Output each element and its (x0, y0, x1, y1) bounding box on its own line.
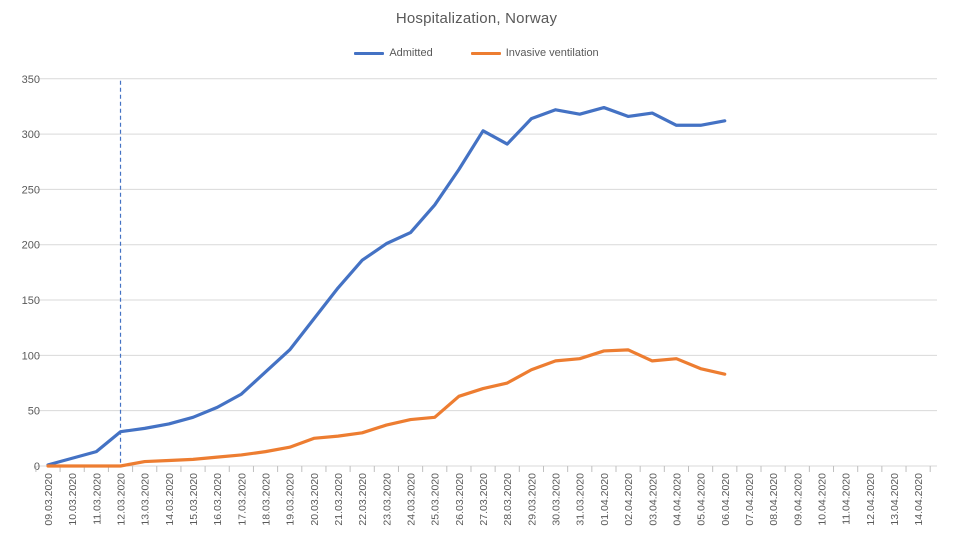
x-axis-label-02.04.2020: 02.04.2020 (623, 473, 635, 526)
x-axis-label-10.04.2020: 10.04.2020 (816, 473, 828, 526)
x-axis-label-19.03.2020: 19.03.2020 (285, 473, 297, 526)
x-axis-label-14.03.2020: 14.03.2020 (164, 473, 176, 526)
series-line-admitted (46, 105, 727, 467)
x-axis-label-30.03.2020: 30.03.2020 (551, 473, 563, 526)
legend-line-swatch-admitted (354, 51, 385, 55)
x-axis-label-18.03.2020: 18.03.2020 (261, 473, 273, 526)
x-axis-label-04.04.2020: 04.04.2020 (671, 473, 683, 526)
x-axis-label-07.04.2020: 07.04.2020 (744, 473, 756, 526)
legend-label-admitted: Admitted (389, 47, 433, 59)
x-axis-label-13.04.2020: 13.04.2020 (889, 473, 901, 526)
y-axis-label-300: 300 (22, 129, 40, 141)
x-axis-label-11.03.2020: 11.03.2020 (91, 473, 103, 525)
x-axis-label-28.03.2020: 28.03.2020 (502, 473, 514, 526)
x-axis-label-25.03.2020: 25.03.2020 (430, 473, 442, 526)
y-axis-label-0: 0 (34, 461, 40, 473)
x-axis-label-08.04.2020: 08.04.2020 (768, 473, 780, 526)
legend-item-admitted: Admitted (354, 47, 433, 59)
x-axis-label-24.03.2020: 24.03.2020 (406, 473, 418, 526)
x-axis-label-31.03.2020: 31.03.2020 (575, 473, 587, 526)
x-axis-label-26.03.2020: 26.03.2020 (454, 473, 466, 526)
x-axis-label-20.03.2020: 20.03.2020 (309, 473, 321, 526)
legend: Admitted Invasive ventilation (0, 45, 953, 61)
y-axis-label-350: 350 (22, 74, 40, 86)
x-axis-label-23.03.2020: 23.03.2020 (381, 473, 393, 526)
chart-title: Hospitalization, Norway (395, 10, 558, 27)
x-axis-label-06.04.2020: 06.04.2020 (720, 473, 732, 526)
y-axis-label-250: 250 (22, 184, 40, 196)
y-axis-label-100: 100 (22, 350, 40, 362)
x-axis-label-09.03.2020: 09.03.2020 (43, 473, 55, 526)
x-axis-label-09.04.2020: 09.04.2020 (792, 473, 804, 526)
x-axis-label-17.03.2020: 17.03.2020 (236, 473, 248, 526)
x-axis-label-11.04.2020: 11.04.2020 (841, 473, 853, 525)
series-line-invasive-ventilation (46, 348, 727, 468)
x-axis-label-10.03.2020: 10.03.2020 (67, 473, 79, 526)
x-axis-label-13.03.2020: 13.03.2020 (140, 473, 152, 526)
x-axis-label-14.04.2020: 14.04.2020 (913, 473, 925, 526)
y-axis-label-50: 50 (28, 406, 40, 418)
x-axis-label-22.03.2020: 22.03.2020 (357, 473, 369, 526)
x-axis-label-05.04.2020: 05.04.2020 (696, 473, 708, 526)
x-axis-label-12.03.2020: 12.03.2020 (116, 473, 128, 526)
x-axis-label-16.03.2020: 16.03.2020 (212, 473, 224, 526)
x-axis-label-12.04.2020: 12.04.2020 (865, 473, 877, 526)
x-axis-label-27.03.2020: 27.03.2020 (478, 473, 490, 526)
x-axis-label-29.03.2020: 29.03.2020 (526, 473, 538, 526)
x-axis-label-01.04.2020: 01.04.2020 (599, 473, 611, 526)
legend-label-invasive-ventilation: Invasive ventilation (505, 47, 599, 59)
legend-line-swatch-invasive-ventilation (470, 51, 501, 55)
y-axis-label-200: 200 (22, 240, 40, 252)
x-axis-label-15.03.2020: 15.03.2020 (188, 473, 200, 526)
y-axis-label-150: 150 (22, 295, 40, 307)
x-axis-label-21.03.2020: 21.03.2020 (333, 473, 345, 526)
x-axis-label-03.04.2020: 03.04.2020 (647, 473, 659, 526)
legend-item-invasive-ventilation: Invasive ventilation (470, 47, 599, 59)
